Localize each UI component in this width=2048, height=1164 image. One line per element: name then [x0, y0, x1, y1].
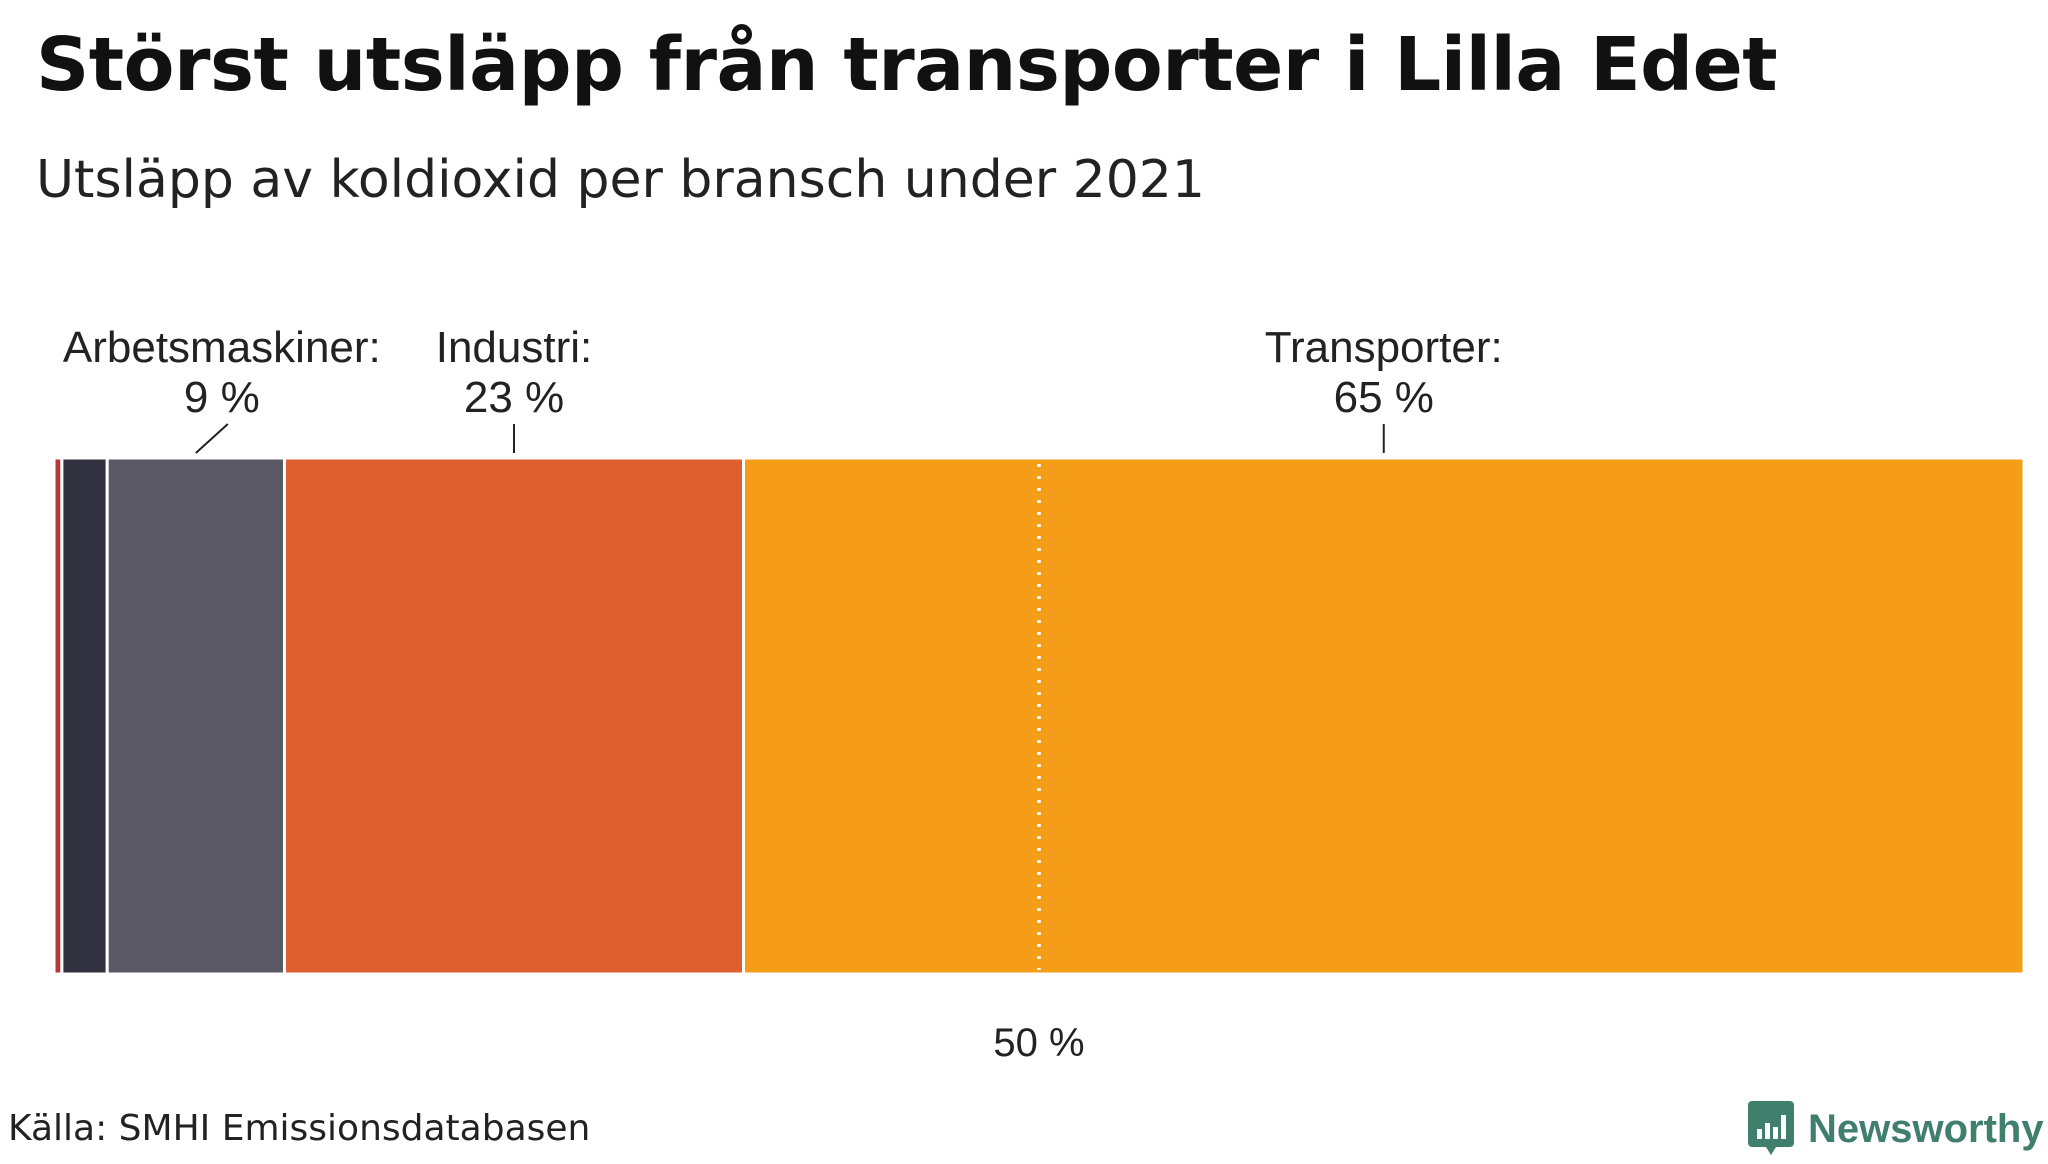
leader-line-arbetsmaskiner: [195, 423, 229, 454]
segment-value-label-industri: 23 %: [464, 373, 564, 422]
brand-name: Newsworthy: [1808, 1106, 2044, 1151]
brand-logo: Newsworthy: [1748, 1094, 2044, 1164]
reference-line-label: 50 %: [993, 1021, 1084, 1065]
chart-title: Störst utsläpp från transporter i Lilla …: [36, 22, 1778, 108]
segment-label-industri: Industri:: [436, 323, 593, 372]
bar-segment-arbetsmaskiner: [105, 456, 286, 976]
segment-value-label-transporter: 65 %: [1334, 373, 1434, 422]
source-note: Källa: SMHI Emissionsdatabasen: [8, 1108, 591, 1149]
chart-subtitle: Utsläpp av koldioxid per bransch under 2…: [36, 150, 1205, 210]
segment-label-transporter: Transporter:: [1265, 323, 1503, 372]
bar-segment-industri: [282, 456, 745, 976]
segment-value-label-arbetsmaskiner: 9 %: [184, 373, 260, 422]
stacked-bar-chart: Arbetsmaskiner:9 % Industri:23 % Transport…: [52, 323, 2026, 1065]
bar-segment-minor-1: [60, 456, 109, 976]
segment-label-arbetsmaskiner: Arbetsmaskiner:: [63, 323, 381, 372]
bar-segment-transporter: [742, 456, 2026, 976]
newsworthy-logo-icon: [1748, 1101, 1794, 1155]
